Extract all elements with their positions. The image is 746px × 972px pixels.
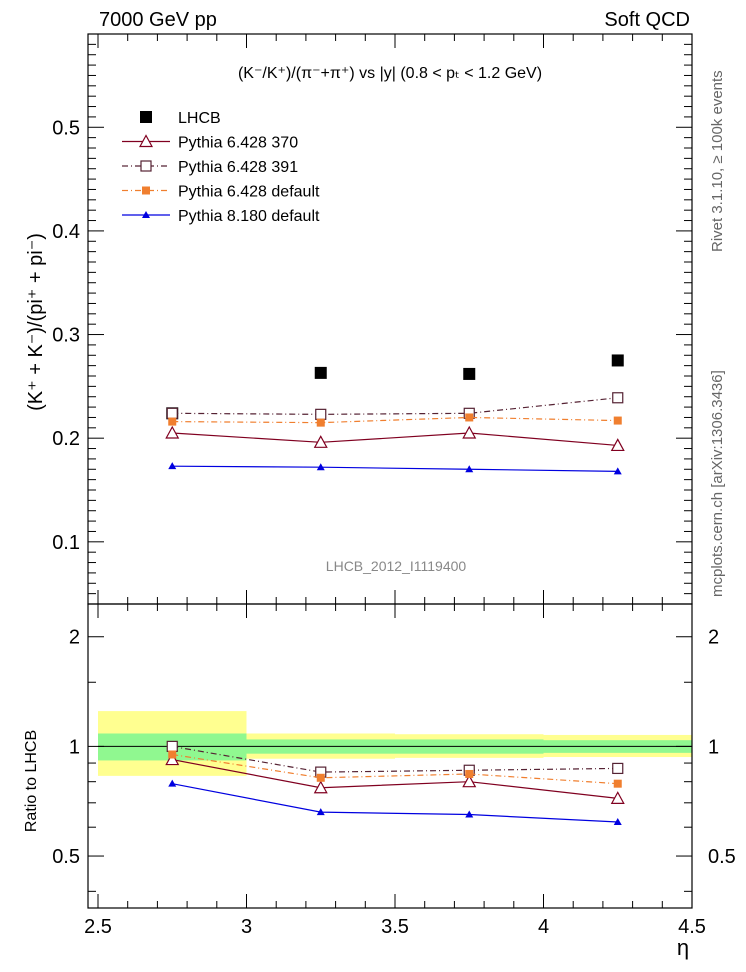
main-y-tick-label: 0.5 [52, 117, 80, 139]
data-point-p8def [465, 465, 474, 473]
data-point-p391 [612, 392, 624, 404]
ratio-y-tick-label-left: 2 [69, 627, 80, 649]
data-point-p8def [613, 467, 622, 475]
data-point-lhcb [611, 354, 624, 367]
legend-label-p391: Pythia 6.428 391 [178, 159, 298, 176]
ratio-line-p8def [172, 783, 618, 823]
ratio-point-p6def [465, 769, 474, 778]
main-y-tick-label: 0.2 [52, 428, 80, 450]
ratio-point-p6def [168, 750, 177, 759]
data-point-p6def [316, 418, 325, 427]
data-point-lhcb [463, 367, 476, 380]
legend-label-p8def: Pythia 8.180 default [178, 208, 320, 225]
series-line-p370 [172, 432, 618, 447]
main-plot-title: (K⁻/K⁺)/(π⁻+π⁺) vs |y| (0.8 < pₜ < 1.2 G… [238, 65, 542, 82]
ratio-y-axis-label: Ratio to LHCB [23, 730, 40, 832]
data-point-p370 [165, 425, 180, 439]
data-point-p6def [168, 417, 177, 426]
data-point-lhcb [314, 366, 327, 379]
data-point-p6def [613, 416, 622, 425]
x-tick-label: 3.5 [381, 916, 409, 938]
legend-marker-p370 [138, 134, 154, 148]
data-point-p391 [315, 408, 327, 420]
legend-marker-p6def [142, 186, 150, 195]
rivet-version-label: Rivet 3.1.10, ≥ 100k events [709, 70, 726, 252]
main-y-tick-label: 0.4 [52, 221, 80, 243]
ratio-line-p370 [172, 758, 618, 799]
legend: LHCB Pythia 6.428 370 Pythia 6.428 391 Pyth… [122, 110, 320, 225]
legend-label-p370: Pythia 6.428 370 [178, 135, 298, 152]
data-point-p8def [168, 462, 177, 470]
series-line-p6def [172, 416, 618, 424]
data-point-p6def [465, 413, 474, 422]
data-point-p370 [462, 425, 477, 439]
main-y-axis-label: (K⁺ + K⁻)/(pi⁺ + pi⁻) [25, 233, 47, 411]
ratio-point-p6def [613, 779, 622, 788]
ratio-point-p8def [316, 808, 325, 816]
main-y-tick-label: 0.1 [52, 532, 80, 554]
x-tick-label: 2.5 [84, 916, 112, 938]
data-point-p370 [313, 435, 328, 448]
ratio-point-p391 [166, 740, 178, 752]
ratio-y-tick-label-left: 1 [69, 736, 80, 758]
ratio-point-p391 [612, 762, 624, 775]
ratio-point-p6def [316, 773, 325, 782]
ratio-point-p370 [313, 780, 328, 794]
ratio-y-tick-label-left: 0.5 [52, 846, 80, 868]
series-line-p391 [172, 397, 618, 415]
ratio-point-p8def [465, 810, 474, 818]
legend-label-lhcb: LHCB [178, 110, 221, 127]
ratio-plot-panel: 0.5 0.5 1 1 2 2 2.5 3 3.5 4 4.5 Ratio to LHCB η [23, 603, 736, 960]
x-tick-label: 4 [538, 916, 549, 938]
mcplots-label: mcplots.cern.ch [arXiv:1306.3436] [709, 370, 726, 597]
ratio-line-p391 [172, 745, 618, 773]
x-axis-label: η [677, 935, 689, 960]
collision-energy-label: 7000 GeV pp [99, 9, 217, 31]
ratio-plot-frame [87, 603, 693, 909]
ratio-point-p370 [610, 791, 625, 804]
legend-marker-lhcb [140, 111, 152, 123]
data-point-p370 [610, 438, 625, 452]
legend-label-p6def: Pythia 6.428 default [178, 184, 320, 201]
analysis-id-label: LHCB_2012_I1119400 [326, 558, 467, 574]
series-line-p8def [172, 465, 618, 472]
ratio-point-p370 [165, 752, 180, 766]
ratio-y-tick-label-right: 0.5 [708, 846, 736, 868]
main-plot-panel: 0.1 0.2 0.3 0.4 0.5 (K⁻/K⁺)/(π⁻+π⁺) vs |y| (… [25, 33, 693, 605]
legend-marker-p8def [142, 211, 150, 218]
legend-marker-p391 [140, 160, 152, 172]
data-point-p391 [166, 407, 178, 419]
ratio-y-tick-label-right: 2 [708, 627, 719, 649]
ratio-point-p8def [168, 779, 177, 787]
main-y-tick-label: 0.3 [52, 325, 80, 347]
ratio-line-p6def [172, 753, 618, 785]
ratio-point-p370 [462, 774, 477, 788]
data-point-p8def [316, 463, 325, 471]
ratio-point-p8def [613, 818, 622, 826]
ratio-y-tick-label-right: 1 [708, 736, 719, 758]
x-tick-label: 3 [241, 916, 252, 938]
process-label: Soft QCD [604, 9, 690, 31]
x-tick-label: 4.5 [678, 916, 706, 938]
